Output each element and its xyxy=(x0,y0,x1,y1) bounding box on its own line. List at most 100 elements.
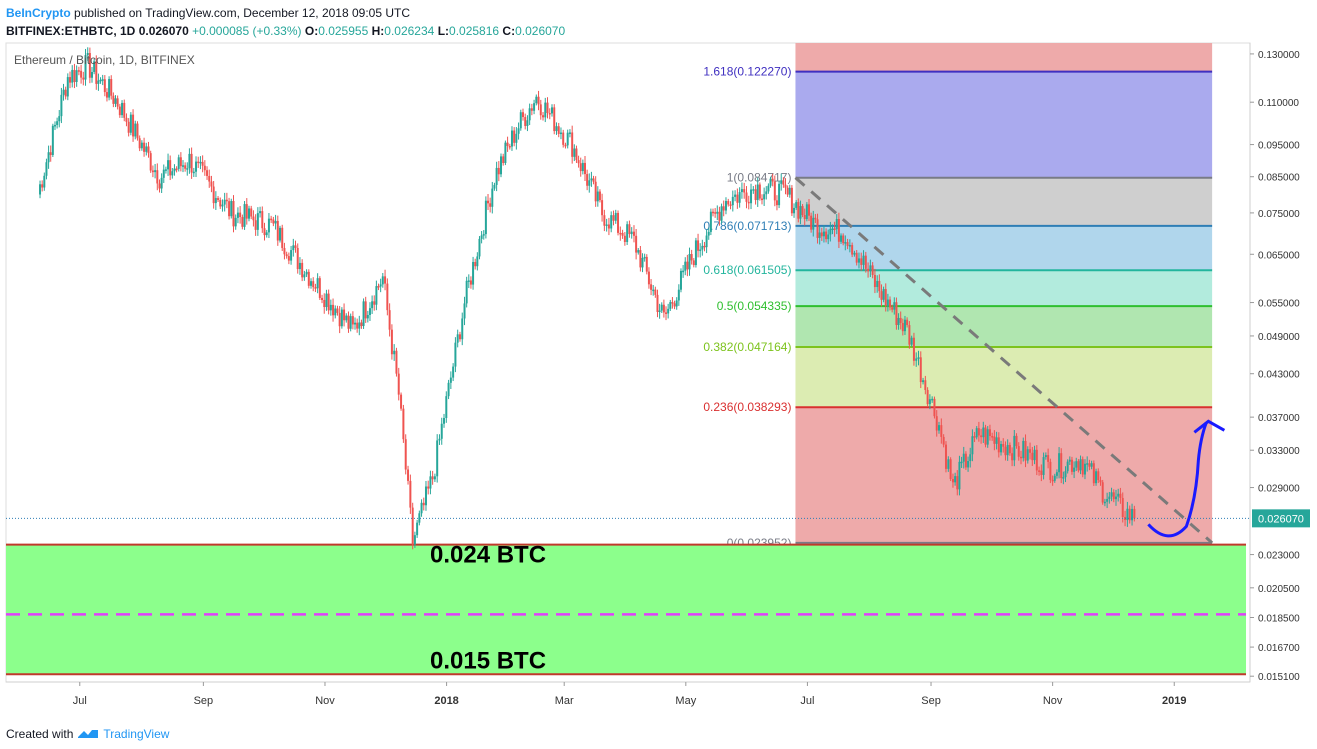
candle-body xyxy=(484,200,487,235)
candle-body xyxy=(420,502,423,514)
candle-body xyxy=(973,436,976,438)
candle-body xyxy=(771,178,774,182)
candle-body xyxy=(402,408,405,440)
candle-body xyxy=(513,130,516,143)
candle-body xyxy=(467,280,470,282)
candle-body xyxy=(354,322,357,325)
candle-body xyxy=(590,178,593,181)
candle-body xyxy=(718,211,721,221)
candle-body xyxy=(506,142,509,146)
candle-body xyxy=(73,69,76,83)
candle-body xyxy=(195,161,198,172)
candle-body xyxy=(312,281,315,288)
candle-body xyxy=(53,124,56,127)
candle-body xyxy=(860,258,863,265)
candle-body xyxy=(123,102,126,118)
candle-body xyxy=(1011,453,1014,461)
candle-body xyxy=(58,116,61,122)
candle-body xyxy=(478,238,481,257)
candle-body xyxy=(594,181,597,202)
candle-body xyxy=(692,260,695,266)
candle-body xyxy=(364,301,367,319)
candle-body xyxy=(886,299,889,306)
candle-body xyxy=(1108,496,1111,499)
high-label: H: xyxy=(371,24,385,38)
publisher-name[interactable]: BeInCrypto xyxy=(6,6,71,20)
candle-body xyxy=(400,394,403,409)
candle-body xyxy=(125,117,128,122)
candle-body xyxy=(272,219,275,224)
candle-body xyxy=(677,289,680,301)
candle-body xyxy=(977,428,980,436)
candle-body xyxy=(880,291,883,300)
candle-body xyxy=(533,103,536,111)
candle-body xyxy=(93,61,96,72)
candle-body xyxy=(287,256,290,261)
candle-body xyxy=(539,104,542,116)
candle-body xyxy=(409,480,412,508)
candle-body xyxy=(1092,463,1095,484)
candle-body xyxy=(940,425,943,437)
candle-body xyxy=(731,196,734,206)
candle-body xyxy=(645,256,648,272)
candle-body xyxy=(101,79,104,81)
candle-body xyxy=(440,423,443,439)
candle-body xyxy=(1038,470,1041,472)
y-tick-label: 0.018500 xyxy=(1258,613,1300,624)
candle-body xyxy=(605,224,608,226)
candle-body xyxy=(116,98,119,107)
candle-body xyxy=(891,307,894,310)
y-tick-label: 0.037000 xyxy=(1258,413,1300,424)
candle-body xyxy=(321,297,324,300)
candle-body xyxy=(614,212,617,221)
candle-body xyxy=(1035,449,1038,471)
candle-body xyxy=(1099,480,1102,483)
x-tick-label: Jul xyxy=(73,695,87,707)
candle-body xyxy=(1121,497,1124,517)
candle-body xyxy=(279,227,282,241)
candle-body xyxy=(827,234,830,240)
candle-body xyxy=(917,357,920,359)
candle-body xyxy=(1051,479,1054,482)
candle-body xyxy=(641,257,644,268)
candle-body xyxy=(786,187,789,195)
candle-body xyxy=(553,107,556,132)
candle-body xyxy=(962,453,965,462)
candle-body xyxy=(358,322,361,329)
candle-body xyxy=(773,181,776,201)
price-chart[interactable]: 1.618(0.122270)1(0.084717)0.786(0.071713… xyxy=(0,0,1317,720)
candle-body xyxy=(316,278,319,289)
fib-zone xyxy=(795,71,1213,178)
candle-body xyxy=(1033,449,1036,461)
fib-level-label: 0.5(0.054335) xyxy=(717,299,792,313)
candle-body xyxy=(793,207,796,214)
annotation-015: 0.015 BTC xyxy=(430,647,546,674)
fib-level-label: 0.618(0.061505) xyxy=(703,263,791,277)
candle-body xyxy=(942,436,945,445)
y-tick-label: 0.065000 xyxy=(1258,250,1300,261)
candle-body xyxy=(844,242,847,244)
y-tick-label: 0.055000 xyxy=(1258,299,1300,310)
candle-body xyxy=(303,274,306,278)
tradingview-brand[interactable]: TradingView xyxy=(103,727,170,741)
candle-body xyxy=(175,168,178,171)
fib-level-label: 0.786(0.071713) xyxy=(703,219,791,233)
candle-body xyxy=(586,174,589,186)
candle-body xyxy=(652,289,655,292)
candle-body xyxy=(993,436,996,444)
candle-body xyxy=(373,301,376,305)
candle-body xyxy=(1044,455,1047,458)
candle-body xyxy=(449,377,452,383)
candle-body xyxy=(1090,463,1093,467)
candle-body xyxy=(60,94,63,117)
candle-body xyxy=(281,227,284,248)
candle-body xyxy=(212,186,215,204)
candle-body xyxy=(639,250,642,268)
candle-body xyxy=(969,454,972,462)
candle-body xyxy=(179,157,182,167)
candle-body xyxy=(206,170,209,176)
candle-body xyxy=(701,245,704,250)
candle-body xyxy=(192,171,195,174)
candle-body xyxy=(51,125,54,155)
candle-body xyxy=(147,146,150,154)
